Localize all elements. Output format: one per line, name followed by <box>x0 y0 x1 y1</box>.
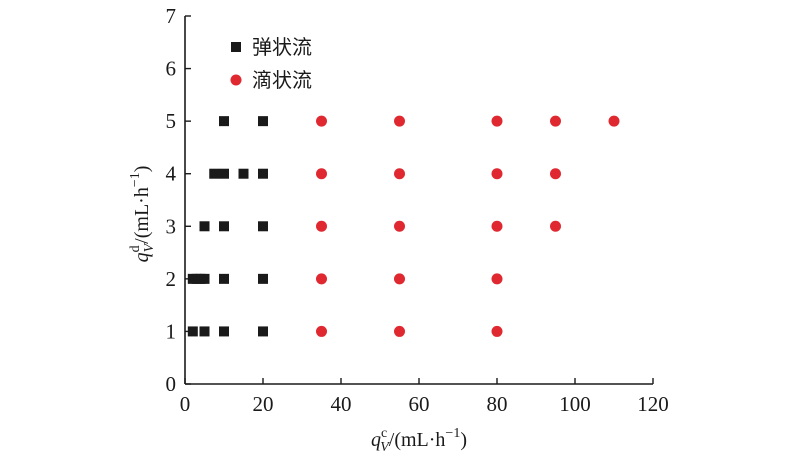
legend-circle-marker <box>230 74 242 86</box>
y-tick-label: 3 <box>166 214 177 238</box>
slug-flow-point <box>199 326 210 337</box>
slug-flow-point <box>199 221 210 232</box>
axes: 0 20 40 60 80 100 120 0 1 2 3 4 5 6 7 <box>166 4 669 416</box>
y-tick-label: 7 <box>166 4 177 28</box>
droplet-flow-point <box>316 325 327 337</box>
x-tick-label: 80 <box>487 392 508 416</box>
slug-flow-point <box>219 221 229 232</box>
x-tick-label: 120 <box>637 392 669 416</box>
slug-flow-point <box>258 326 268 337</box>
droplet-flow-point <box>550 168 561 180</box>
droplet-flow-point <box>491 220 503 232</box>
x-tick-label: 20 <box>253 392 274 416</box>
droplet-flow-point <box>316 115 327 127</box>
legend-label-droplet: 滴状流 <box>252 68 312 92</box>
slug-flow-point <box>219 273 229 284</box>
y-tick-label: 0 <box>166 372 177 396</box>
droplet-flow-point <box>394 115 405 127</box>
x-tick-label: 0 <box>180 392 191 416</box>
slug-flow-point <box>209 168 220 179</box>
x-tick-label: 100 <box>559 392 591 416</box>
droplet-flow-point <box>491 273 503 285</box>
y-tick-label: 6 <box>166 57 177 81</box>
slug-flow-point <box>219 116 229 127</box>
droplet-flow-point <box>316 273 327 285</box>
data-points <box>187 115 620 337</box>
y-tick-label: 2 <box>166 267 177 291</box>
slug-flow-point <box>187 326 198 337</box>
legend-square-marker <box>231 42 241 52</box>
droplet-flow-point <box>394 220 405 232</box>
x-axis-label: qc V/(mL·h−1) <box>371 426 467 455</box>
droplet-flow-point <box>550 115 561 127</box>
slug-flow-point <box>258 116 268 127</box>
droplet-flow-point <box>608 115 620 127</box>
slug-flow-point <box>258 221 268 232</box>
droplet-flow-point <box>394 273 405 285</box>
y-tick-label: 4 <box>166 162 177 186</box>
legend-label-slug: 弹状流 <box>252 35 312 59</box>
droplet-flow-point <box>550 220 561 232</box>
droplet-flow-point <box>394 168 405 180</box>
slug-flow-point <box>199 273 210 284</box>
droplet-flow-point <box>491 325 503 337</box>
slug-flow-point <box>219 326 229 337</box>
droplet-flow-point <box>491 168 503 180</box>
droplet-flow-point <box>316 220 327 232</box>
y-axis-label: qdV/(mL·h−1) <box>128 166 157 263</box>
y-tick-label: 5 <box>166 109 177 133</box>
slug-flow-point <box>258 273 268 284</box>
droplet-flow-point <box>491 115 503 127</box>
x-tick-label: 60 <box>409 392 430 416</box>
y-tick-label: 1 <box>166 319 177 343</box>
x-tick-label: 40 <box>331 392 352 416</box>
slug-flow-point <box>219 168 229 179</box>
slug-flow-point <box>258 168 268 179</box>
droplet-flow-point <box>316 168 327 180</box>
slug-flow-point <box>238 168 249 179</box>
droplet-flow-point <box>394 325 405 337</box>
